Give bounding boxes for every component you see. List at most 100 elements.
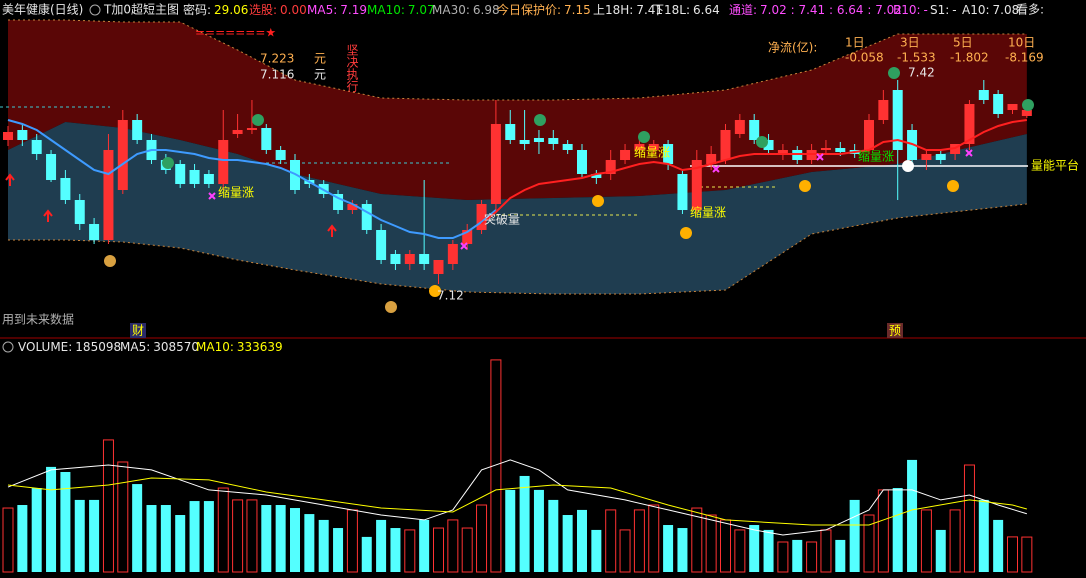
menu-icon[interactable]	[89, 4, 101, 16]
check-icon	[888, 67, 900, 79]
volume-bar	[663, 525, 674, 572]
candle-body	[777, 150, 788, 154]
event-box[interactable]	[887, 323, 903, 338]
signal-icon	[429, 285, 441, 297]
stat-value: 7.15	[564, 3, 591, 17]
tag: 缩量涨	[218, 185, 254, 200]
stat: 通道: 7.02 : 7.41 : 6.64 : 7.02	[729, 3, 902, 17]
candle-body	[978, 90, 989, 100]
volume-bar	[175, 515, 186, 572]
check-icon	[534, 114, 546, 126]
candle-body	[1007, 104, 1018, 110]
volume-bar	[763, 529, 774, 572]
candle-body	[419, 254, 430, 264]
volume-bar	[949, 509, 961, 573]
candle-body	[361, 204, 372, 230]
stat-value: 7.02 : 7.41 : 6.64 : 7.02	[760, 3, 902, 17]
flow-value: -1.802	[950, 51, 989, 65]
volume-bar	[892, 488, 903, 572]
stat: 上18H: 7.41	[593, 3, 663, 17]
stat-label: B10:	[893, 3, 921, 17]
candle-body	[117, 120, 128, 190]
volume-bar	[993, 519, 1004, 572]
candle-body	[462, 230, 473, 244]
price-ma-line	[7, 119, 497, 239]
candle-body	[74, 200, 85, 224]
low-label: 7.12	[437, 289, 464, 303]
event-label: 财	[132, 324, 144, 338]
volume-bar	[533, 489, 544, 572]
volume-bar	[677, 528, 688, 572]
candle-body	[892, 90, 903, 150]
candle-body	[203, 174, 214, 184]
stat-label: 上18H:	[593, 3, 633, 17]
volume-bar	[633, 509, 645, 573]
candle-body	[577, 150, 587, 174]
stock-title: 美年健康(日线)	[2, 2, 83, 17]
candle-body	[533, 138, 544, 142]
volume-bar	[577, 509, 587, 572]
volume-bar	[232, 499, 244, 573]
stat-label: 密码:	[183, 2, 211, 17]
volume-bar	[203, 501, 214, 572]
volume-bar	[404, 529, 416, 573]
candle-body	[734, 120, 745, 134]
volume-bar	[548, 499, 559, 572]
volume-bar	[333, 528, 344, 572]
stat-label: MA5:	[307, 3, 337, 17]
stat-value: 7.41	[636, 3, 663, 17]
band-fill	[8, 122, 1027, 294]
tag: 缩量涨	[690, 205, 726, 220]
volume-bar	[102, 439, 114, 573]
volume-bar	[562, 515, 573, 572]
candle-body	[390, 254, 401, 264]
candle-body	[376, 230, 387, 260]
volume-bar	[1021, 536, 1033, 573]
candle-body	[3, 132, 13, 140]
legend-value: 333639	[237, 340, 283, 354]
flow-period: 3日	[900, 36, 920, 50]
volume-bar	[290, 508, 300, 572]
stat-value: 29.06	[214, 3, 248, 17]
line-layer	[7, 119, 1027, 536]
volume-bar	[734, 529, 746, 573]
decor-layer	[0, 106, 1086, 339]
stat-label: MA10:	[367, 3, 405, 17]
menu-icon[interactable]	[2, 341, 14, 353]
event-box[interactable]	[130, 323, 146, 338]
candle-body	[275, 150, 286, 160]
volume-bar	[117, 461, 129, 573]
stat: MA10: 7.07	[367, 3, 435, 17]
volume-bar	[304, 514, 315, 572]
stat: B10: -	[893, 3, 928, 17]
volume-bar	[1007, 536, 1018, 573]
volume-bar	[89, 499, 100, 572]
tag: 量能平台	[1031, 158, 1079, 173]
candle-body	[706, 154, 717, 164]
volume-bar	[963, 464, 975, 573]
candle-body	[864, 120, 874, 150]
stat-label: 今日保护价:	[497, 2, 561, 17]
volume-bar	[74, 499, 85, 572]
volume-bar	[920, 509, 932, 573]
stat-value: 7.19	[340, 3, 367, 17]
price-mark: 7.223	[260, 52, 294, 66]
check-icon	[638, 131, 650, 143]
candle-body	[548, 138, 559, 144]
buy-arrow	[327, 224, 337, 237]
legend-label: MA5:	[120, 340, 150, 354]
flow-value: -1.533	[897, 51, 936, 65]
candle-body	[921, 154, 932, 160]
money-icon	[385, 301, 397, 313]
volume-bar	[318, 519, 329, 572]
volume-bar	[419, 519, 430, 572]
stat-value: -	[952, 3, 956, 17]
candle-body	[634, 144, 645, 150]
volume-bar	[361, 536, 372, 572]
volume-value: 185098	[75, 340, 121, 354]
slogan: 坚决执行	[345, 44, 359, 92]
volume-ma-line	[7, 477, 1027, 526]
signal-icon	[680, 227, 692, 239]
candle-body	[218, 140, 229, 184]
candle-body	[935, 154, 946, 160]
